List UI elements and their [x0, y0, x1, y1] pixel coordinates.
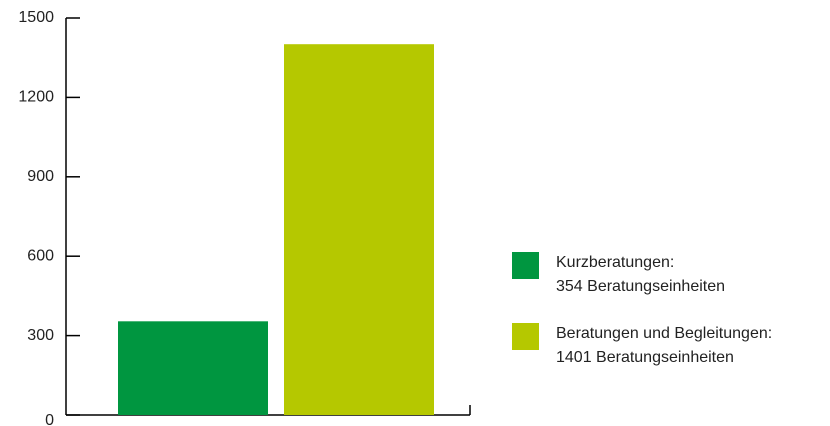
legend-swatch [512, 252, 539, 279]
bar [284, 44, 434, 416]
legend-swatch [512, 323, 539, 350]
y-tick-label: 300 [27, 327, 54, 344]
legend-label: Kurzberatungen: 354 Beratungseinheiten [556, 254, 726, 295]
legend-entry: Kurzberatungen: 354 Beratungseinheiten [512, 251, 725, 299]
legend-entry: Beratungen und Begleitungen: 1401 Beratu… [512, 322, 772, 370]
bar [118, 321, 268, 415]
y-tick-label: 1500 [18, 9, 54, 26]
y-tick-label: 1200 [18, 89, 54, 106]
y-tick-label: 600 [27, 247, 54, 264]
legend-label: Beratungen und Begleitungen: 1401 Beratu… [556, 325, 773, 366]
y-tick-label: 0 [45, 412, 54, 426]
y-tick-label: 900 [27, 168, 54, 185]
